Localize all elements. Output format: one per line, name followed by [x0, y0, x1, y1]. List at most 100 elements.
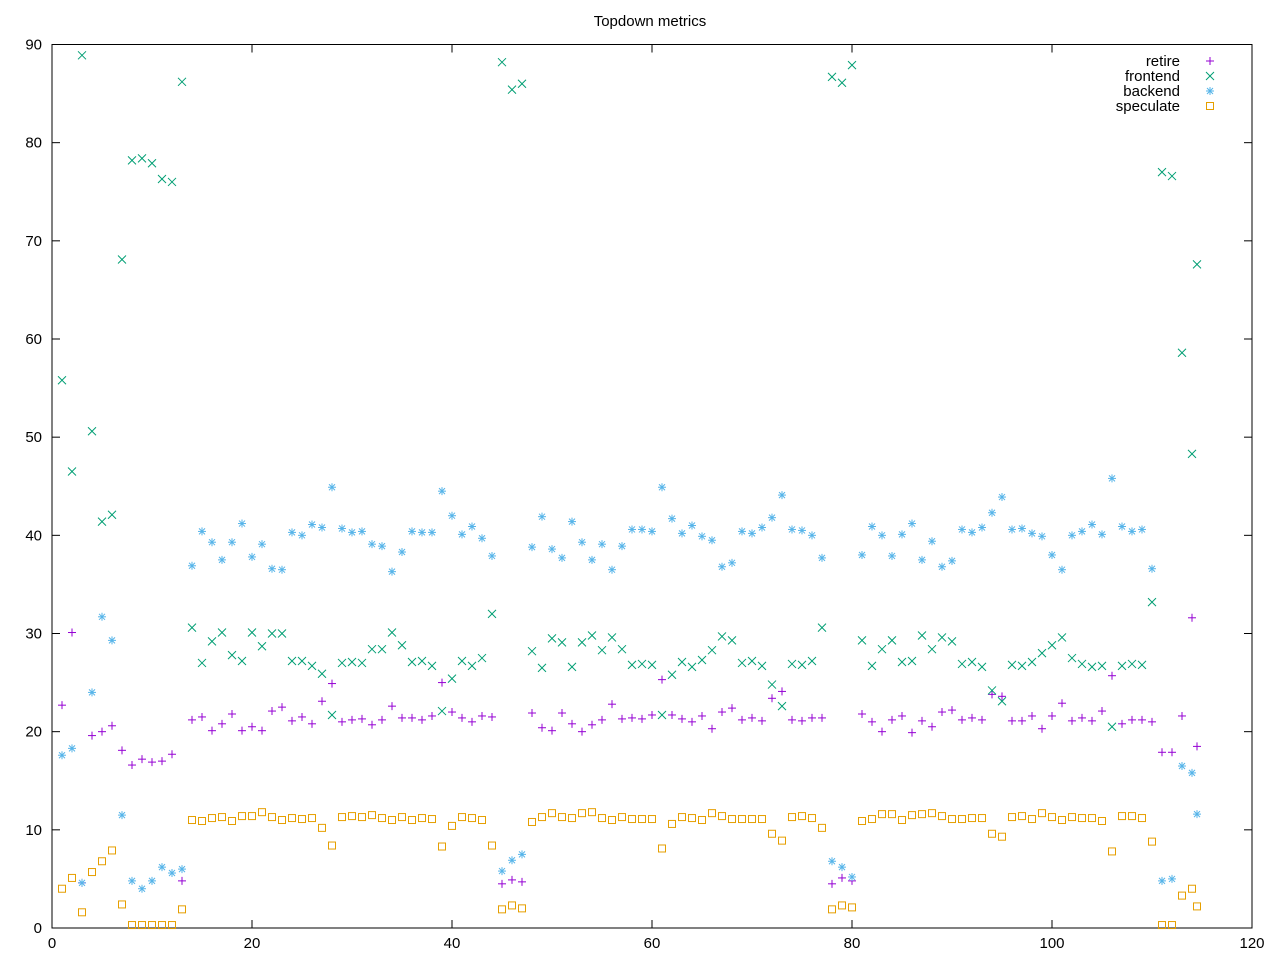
frontend-point	[427, 661, 437, 671]
speculate-point	[938, 812, 946, 821]
frontend-point	[607, 633, 617, 642]
backend-point	[938, 562, 946, 571]
frontend-point	[327, 710, 337, 720]
speculate-point	[378, 814, 386, 823]
backend-point	[598, 540, 606, 549]
speculate-point	[958, 815, 966, 824]
retire-point	[468, 717, 476, 726]
backend-point	[958, 525, 966, 534]
y-tick: 70	[25, 233, 1252, 250]
backend-point	[498, 867, 506, 876]
frontend-point	[1007, 660, 1017, 670]
retire-point	[1128, 715, 1136, 724]
speculate-point	[768, 829, 776, 838]
speculate-point	[738, 815, 746, 824]
retire-point	[778, 687, 786, 696]
frontend-point	[1107, 722, 1117, 732]
retire-point	[688, 717, 696, 726]
frontend-point	[1077, 659, 1087, 669]
speculate-point	[498, 905, 506, 914]
speculate-point	[508, 901, 516, 910]
frontend-point	[587, 631, 597, 640]
frontend-point	[877, 644, 887, 654]
speculate-point	[818, 823, 826, 832]
speculate-point	[248, 812, 256, 821]
backend-point	[228, 538, 236, 547]
retire-point	[558, 709, 566, 718]
series-backend	[58, 474, 1201, 893]
legend-label: frontend	[1125, 68, 1180, 85]
speculate-point	[518, 904, 526, 913]
backend-point	[1078, 527, 1086, 536]
frontend-point	[1137, 660, 1147, 670]
backend-point	[1178, 762, 1186, 771]
backend-point	[1193, 810, 1201, 819]
frontend-point	[567, 662, 577, 672]
retire-point	[448, 708, 456, 717]
chart-title: Topdown metrics	[594, 13, 707, 30]
speculate-point	[258, 808, 266, 817]
speculate-point	[338, 813, 346, 822]
backend-point	[858, 550, 866, 559]
speculate-point	[1068, 813, 1076, 822]
frontend-point	[987, 686, 997, 695]
frontend-point	[1157, 167, 1167, 177]
backend-point	[538, 512, 546, 521]
backend-point	[188, 561, 196, 570]
retire-point	[308, 719, 316, 728]
retire-point	[888, 715, 896, 724]
speculate-point	[578, 809, 586, 818]
frontend-point	[1057, 633, 1067, 642]
retire-point	[398, 713, 406, 722]
backend-point	[1098, 530, 1106, 539]
backend-point	[968, 528, 976, 537]
backend-point	[328, 483, 336, 492]
backend-point	[148, 876, 156, 885]
y-tick-label: 60	[25, 331, 42, 348]
frontend-point	[1117, 661, 1127, 671]
frontend-point	[447, 674, 457, 684]
speculate-point	[108, 846, 116, 855]
y-tick-label: 50	[25, 429, 42, 446]
backend-point	[558, 553, 566, 562]
speculate-point	[148, 921, 156, 930]
retire-point	[838, 873, 846, 882]
retire-point	[578, 727, 586, 736]
retire-point	[108, 721, 116, 730]
speculate-point	[1008, 813, 1016, 822]
frontend-point	[177, 77, 187, 87]
frontend-point	[547, 634, 557, 643]
frontend-point	[1167, 171, 1177, 181]
speculate-point	[358, 813, 366, 822]
speculate-point	[888, 810, 896, 819]
backend-point	[988, 508, 996, 517]
backend-point	[758, 523, 766, 532]
frontend-point	[257, 641, 267, 651]
backend-point	[478, 534, 486, 543]
backend-point	[1168, 874, 1176, 883]
backend-point	[768, 513, 776, 522]
frontend-point	[237, 656, 247, 666]
backend-point	[698, 532, 706, 541]
speculate-point	[558, 813, 566, 822]
retire-point	[58, 701, 66, 710]
frontend-point	[247, 628, 257, 637]
speculate-point	[568, 814, 576, 823]
backend-point	[918, 555, 926, 564]
retire-point	[998, 692, 1006, 701]
speculate-point	[88, 868, 96, 877]
retire-point	[288, 716, 296, 725]
backend-point	[1138, 525, 1146, 534]
retire-point	[938, 708, 946, 717]
y-tick-label: 20	[25, 724, 42, 741]
speculate-point	[238, 812, 246, 821]
backend-point	[898, 530, 906, 539]
frontend-point	[127, 155, 137, 165]
frontend-point	[467, 661, 477, 671]
frontend-point	[897, 657, 907, 667]
plot-frame	[51, 44, 1253, 929]
frontend-point	[727, 636, 737, 645]
speculate-point	[1193, 902, 1201, 911]
legend-marker	[1206, 57, 1214, 65]
frontend-point	[337, 658, 347, 668]
